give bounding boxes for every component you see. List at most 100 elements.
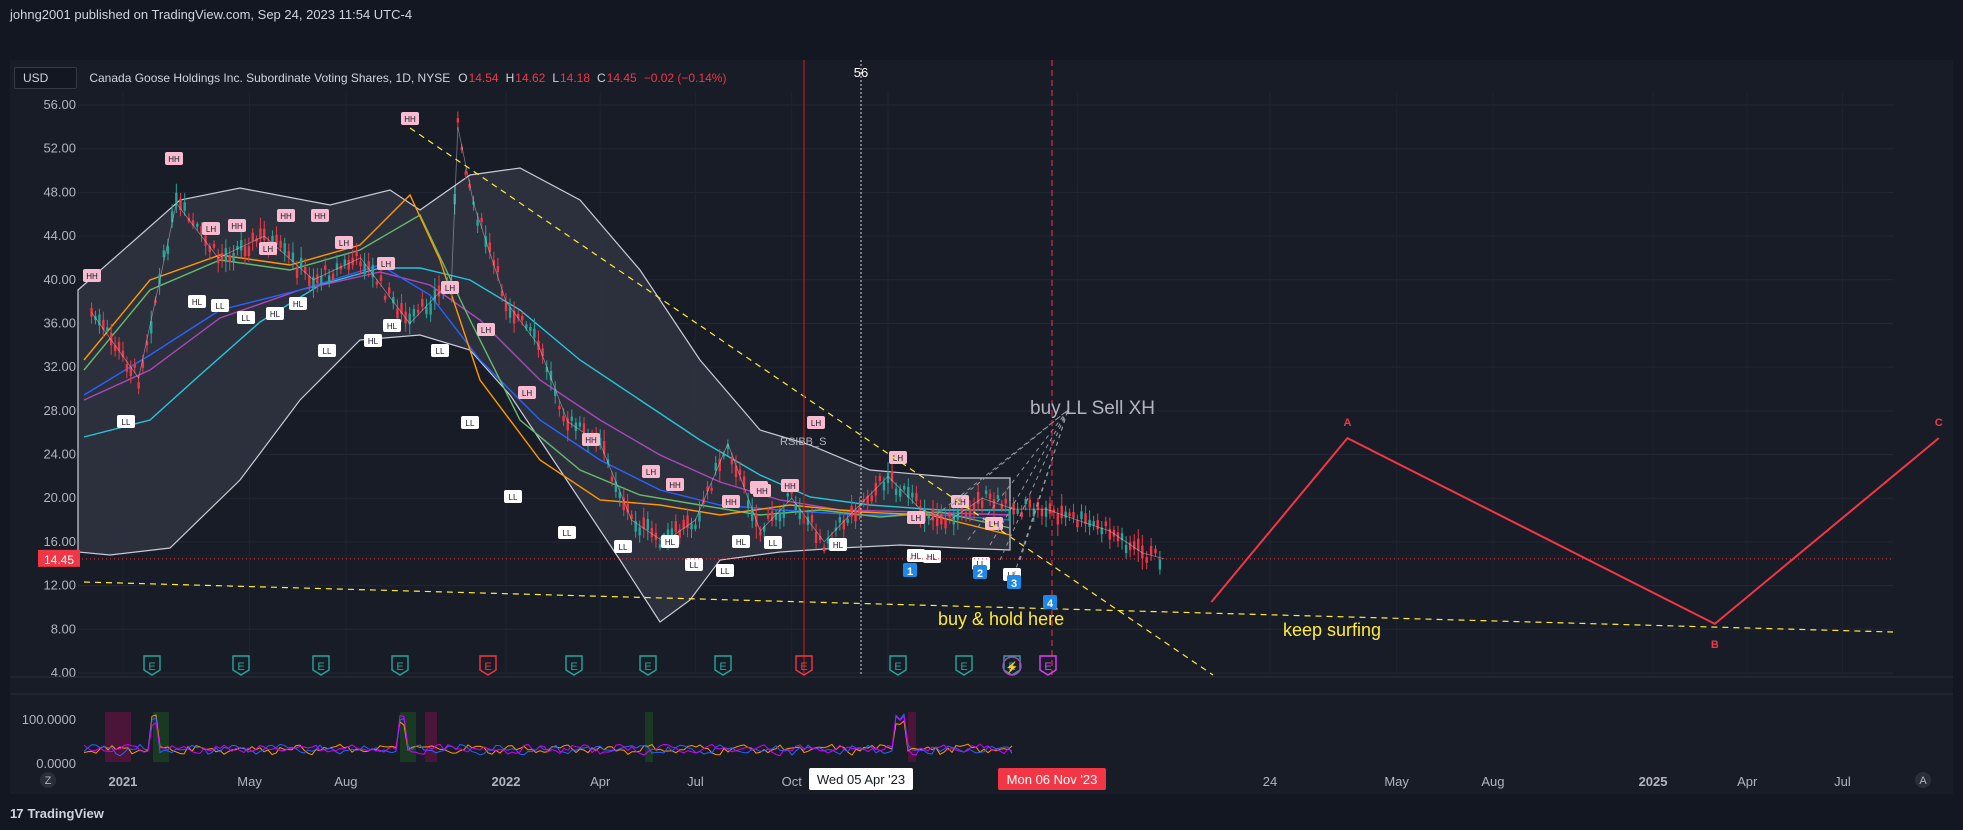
pivot-label: HH bbox=[165, 152, 183, 165]
pivot-text: LH bbox=[989, 520, 999, 529]
candle-body bbox=[327, 275, 331, 284]
candle-body bbox=[437, 285, 441, 297]
candle-body bbox=[347, 259, 350, 270]
pivot-label: HL bbox=[829, 538, 847, 551]
pivot-text: HH bbox=[280, 212, 292, 221]
candle-body bbox=[416, 309, 420, 313]
pivot-box bbox=[923, 550, 941, 563]
osc-y-tick: 0.0000 bbox=[36, 756, 76, 771]
x-tick-label: May bbox=[237, 774, 262, 789]
earnings-marker-icon bbox=[714, 655, 732, 676]
pivot-label: HL bbox=[266, 307, 284, 320]
candle-body bbox=[850, 505, 853, 517]
candle-body bbox=[940, 513, 943, 525]
x-tick-label: May bbox=[1384, 774, 1409, 789]
pivot-label: LL bbox=[318, 344, 336, 357]
earnings-marker-label: E bbox=[396, 661, 403, 673]
candle-body bbox=[295, 266, 299, 278]
candle-body bbox=[1004, 498, 1007, 504]
candle-body bbox=[383, 295, 387, 300]
pivot-text: LH bbox=[481, 326, 491, 335]
candle-body bbox=[870, 495, 873, 502]
date-label-2: Mon 06 Nov '23 bbox=[1007, 772, 1098, 787]
candle-body bbox=[890, 471, 894, 482]
high-label: H bbox=[505, 71, 515, 85]
pivot-label: LL bbox=[117, 415, 135, 428]
pivot-text: LH bbox=[522, 389, 532, 398]
count-label-1: 1 bbox=[907, 566, 913, 578]
candle-body bbox=[734, 465, 738, 478]
candle-body bbox=[1108, 528, 1112, 540]
candle-body bbox=[367, 261, 370, 271]
candle-body bbox=[150, 321, 153, 334]
pivot-text: LL bbox=[122, 418, 131, 427]
tradingview-mark-icon: 17 bbox=[10, 805, 24, 821]
pivot-text: LH bbox=[263, 245, 273, 254]
earnings-marker-label: E bbox=[570, 661, 577, 673]
symbol-title[interactable]: Canada Goose Holdings Inc. Subordinate V… bbox=[89, 71, 451, 85]
pivot-box bbox=[441, 281, 459, 294]
candle-body bbox=[854, 510, 857, 522]
candle-body bbox=[121, 350, 125, 358]
earnings-marker-label: E bbox=[644, 661, 651, 673]
candle-body bbox=[826, 537, 830, 544]
candle-body bbox=[228, 255, 231, 263]
candle-body bbox=[476, 219, 479, 226]
earnings-marker-label: E bbox=[1008, 661, 1015, 673]
candle-body bbox=[200, 225, 203, 234]
candle-body bbox=[283, 243, 286, 254]
chart-panel[interactable] bbox=[10, 60, 1953, 794]
tradingview-logo[interactable]: 17 TradingView bbox=[0, 806, 104, 821]
candle-body bbox=[343, 259, 347, 265]
candle-body bbox=[175, 192, 178, 203]
pivot-label: LH bbox=[477, 323, 495, 336]
pivot-box bbox=[431, 344, 449, 357]
open-value: 14.54 bbox=[468, 71, 499, 85]
pivot-text: HL bbox=[927, 553, 938, 562]
earnings-marker-label: E bbox=[800, 661, 807, 673]
y-tick-label: 44.00 bbox=[43, 228, 76, 243]
candle-body bbox=[794, 503, 797, 511]
candle-body bbox=[549, 370, 553, 381]
pivot-label: LH bbox=[441, 281, 459, 294]
candle-body bbox=[834, 527, 838, 531]
pivot-text: LH bbox=[206, 225, 216, 234]
candle-body bbox=[1158, 559, 1162, 570]
candle-body bbox=[682, 519, 685, 529]
candle-body bbox=[553, 389, 557, 397]
candle-body bbox=[606, 459, 610, 464]
pivot-text: HH bbox=[585, 436, 597, 445]
pivot-box bbox=[461, 416, 479, 429]
candle-body bbox=[935, 513, 939, 526]
candle-body bbox=[903, 485, 906, 490]
pivot-box bbox=[318, 344, 336, 357]
pivot-label: HL bbox=[907, 549, 925, 562]
candle-body bbox=[1137, 538, 1140, 551]
candle-body bbox=[170, 211, 174, 223]
candle-body bbox=[308, 275, 311, 286]
candle-body bbox=[504, 302, 508, 311]
date-label-1: Wed 05 Apr '23 bbox=[817, 772, 905, 787]
pivot-box bbox=[504, 490, 522, 503]
candle-body bbox=[598, 437, 602, 445]
currency-selector[interactable]: USD bbox=[14, 67, 78, 89]
candle-body bbox=[275, 234, 278, 246]
pivot-box bbox=[401, 112, 419, 125]
pivot-label: HL bbox=[383, 319, 401, 332]
pivot-text: LL bbox=[242, 314, 251, 323]
candle-body bbox=[320, 275, 323, 285]
candle-body bbox=[751, 508, 754, 521]
pivot-box bbox=[117, 415, 135, 428]
pivot-text: HH bbox=[756, 487, 768, 496]
pivot-text: LL bbox=[977, 560, 986, 569]
pivot-box bbox=[211, 299, 229, 312]
pivot-label: HH bbox=[277, 209, 295, 222]
candle-body bbox=[492, 260, 496, 266]
candle-body bbox=[371, 264, 375, 278]
earnings-marker-label: E bbox=[894, 661, 901, 673]
pivot-text: LL bbox=[509, 493, 518, 502]
candle-body bbox=[690, 523, 693, 530]
candle-body bbox=[1120, 533, 1124, 541]
pivot-label: HL bbox=[188, 295, 206, 308]
